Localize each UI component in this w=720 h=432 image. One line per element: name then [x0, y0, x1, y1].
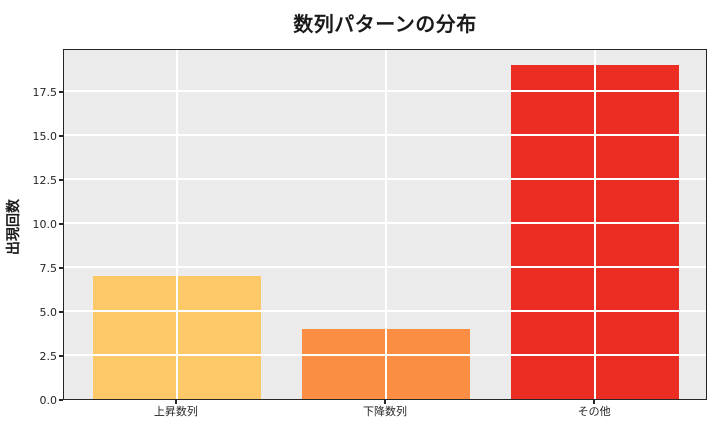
chart-title: 数列パターンの分布: [293, 12, 477, 36]
y-tick-label: 2.5: [39, 349, 58, 363]
x-tick-mark: [175, 400, 177, 404]
gridline-vertical: [385, 50, 387, 399]
y-tick-mark: [59, 399, 63, 401]
gridline-horizontal: [64, 354, 706, 356]
y-tick-mark: [59, 311, 63, 313]
y-tick-label: 10.0: [32, 217, 58, 231]
y-tick-mark: [59, 179, 63, 181]
y-tick-label: 0.0: [39, 393, 58, 407]
y-tick-mark: [59, 135, 63, 137]
gridline-horizontal: [64, 178, 706, 180]
x-tick-label: 上昇数列: [153, 405, 198, 418]
x-tick-mark: [384, 400, 386, 404]
gridline-horizontal: [64, 266, 706, 268]
y-tick-label: 17.5: [32, 85, 58, 99]
gridline-horizontal: [64, 222, 706, 224]
gridline-vertical: [176, 50, 178, 399]
gridline-vertical: [594, 50, 596, 399]
x-tick-label: 下降数列: [363, 405, 407, 418]
y-tick-mark: [59, 267, 63, 269]
y-tick-mark: [59, 355, 63, 357]
y-tick-label: 12.5: [32, 173, 58, 187]
y-tick-label: 5.0: [39, 305, 58, 319]
y-tick-label: 7.5: [39, 261, 58, 275]
y-tick-mark: [59, 91, 63, 93]
y-tick-mark: [59, 223, 63, 225]
plot-area: [63, 49, 707, 400]
gridline-horizontal: [64, 90, 706, 93]
gridline-horizontal: [64, 310, 706, 312]
x-tick-mark: [593, 400, 595, 404]
gridline-horizontal: [64, 134, 706, 136]
y-tick-label: 15.0: [32, 129, 58, 143]
x-tick-label: その他: [577, 405, 611, 418]
